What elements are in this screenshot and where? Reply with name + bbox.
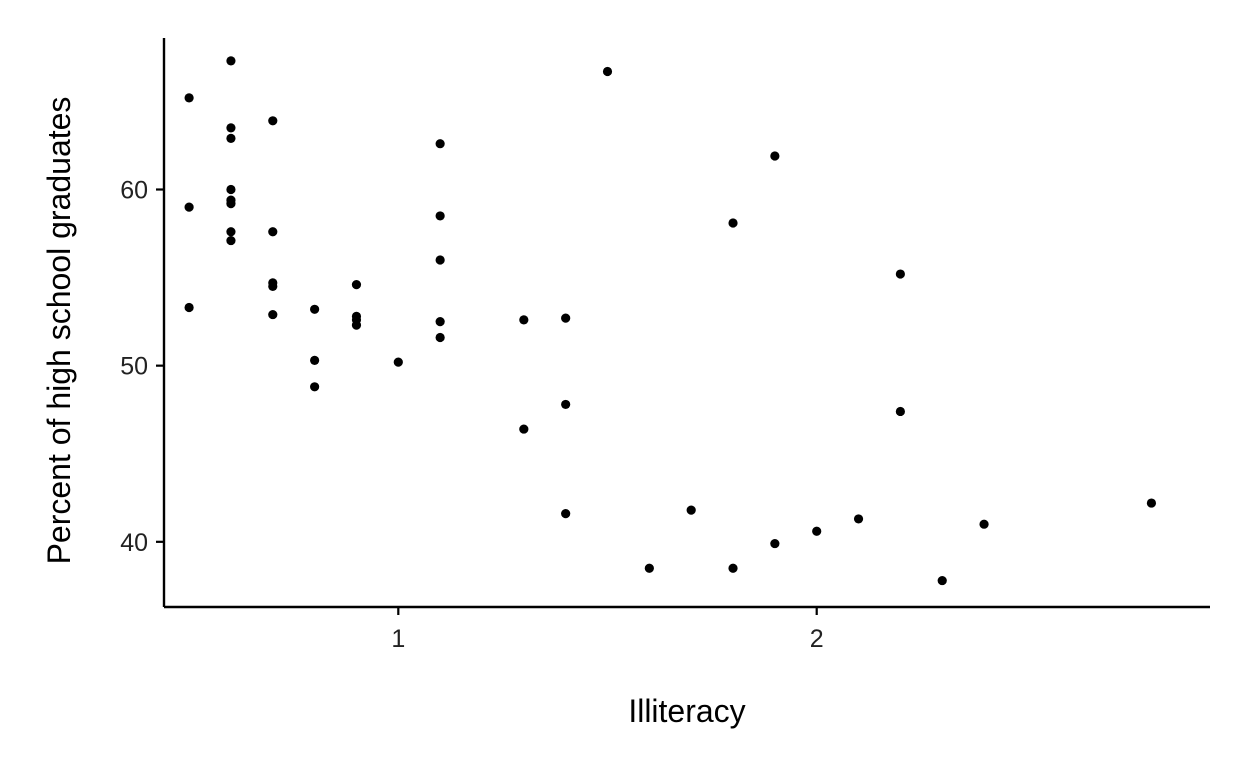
data-point [853, 514, 864, 524]
y-tick-label: 40 [120, 529, 148, 557]
data-point [393, 357, 403, 367]
data-point [184, 202, 194, 212]
data-point [895, 269, 905, 279]
x-axis-title: Illiteracy [628, 693, 745, 729]
y-axis-title: Percent of high school graduates [41, 97, 77, 565]
data-point [268, 116, 278, 126]
data-point [812, 526, 822, 536]
data-point [435, 317, 445, 327]
data-point [435, 332, 445, 343]
data-point [310, 355, 320, 365]
y-tick-label: 60 [120, 176, 148, 204]
data-point [226, 184, 236, 195]
data-point [728, 218, 738, 228]
data-point [561, 509, 571, 519]
data-point [226, 133, 236, 144]
data-point [602, 66, 613, 77]
data-point [310, 382, 320, 392]
data-point [268, 309, 278, 320]
data-point [226, 123, 236, 133]
x-tick-label: 1 [391, 625, 405, 653]
x-tick-label: 2 [810, 625, 824, 653]
data-point [728, 563, 738, 573]
data-point [268, 281, 278, 291]
data-point [226, 56, 236, 66]
data-point [937, 575, 947, 586]
data-point [310, 304, 320, 314]
data-point [519, 424, 529, 434]
data-point [435, 211, 445, 221]
data-point [770, 538, 780, 549]
data-point [561, 313, 571, 323]
data-point [226, 198, 236, 209]
data-point [226, 227, 236, 237]
data-point [644, 563, 654, 573]
y-tick-label: 50 [120, 353, 148, 381]
data-point [686, 505, 696, 515]
data-point [1146, 498, 1157, 508]
data-point [184, 302, 194, 313]
data-point [519, 315, 529, 325]
data-point [895, 406, 905, 417]
data-point [435, 139, 445, 149]
data-point [979, 519, 989, 529]
data-point [184, 93, 194, 103]
data-point [268, 227, 278, 237]
points-layer [184, 56, 1157, 586]
data-point [770, 151, 780, 161]
y-axis-ticks: 40 50 60 [120, 176, 164, 557]
data-point [435, 255, 445, 265]
data-point [351, 320, 362, 330]
data-point [351, 280, 362, 290]
data-point [226, 235, 236, 246]
data-point [561, 399, 571, 410]
